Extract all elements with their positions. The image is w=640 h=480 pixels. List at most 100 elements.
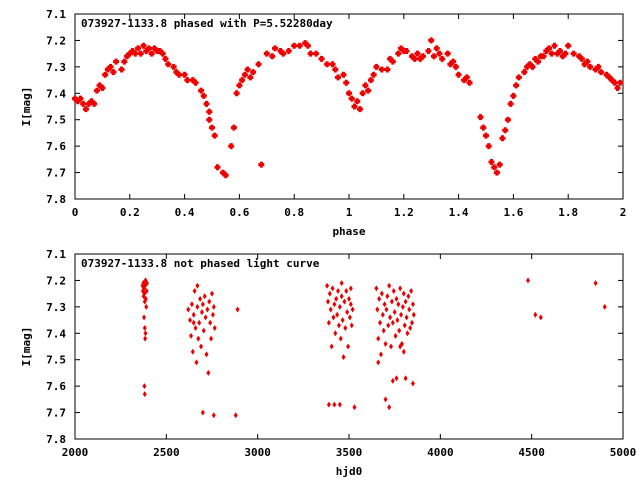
data-point: [348, 285, 353, 292]
y-tick-label: 7.3: [46, 61, 66, 74]
data-point: [499, 135, 506, 142]
data-point: [236, 82, 243, 89]
data-point: [381, 327, 386, 334]
data-point: [181, 71, 188, 78]
data-point: [565, 42, 572, 49]
data-point: [296, 42, 303, 49]
data-point: [376, 335, 381, 342]
data-point: [329, 61, 336, 68]
data-point: [463, 74, 470, 81]
data-point: [391, 288, 396, 294]
data-point: [93, 87, 100, 94]
data-point: [362, 82, 369, 89]
data-point: [410, 319, 415, 326]
data-point: [389, 298, 394, 305]
data-point: [99, 85, 106, 91]
data-point: [409, 288, 414, 294]
data-point: [132, 50, 139, 57]
data-point: [142, 383, 147, 390]
data-point: [395, 317, 400, 324]
data-point: [480, 124, 487, 131]
x-tick-label: 1.6: [503, 206, 523, 219]
x-tick-label: 0.4: [175, 206, 195, 219]
data-point: [399, 311, 404, 318]
data-point: [228, 143, 235, 150]
data-point: [207, 298, 212, 305]
data-point: [193, 325, 198, 331]
data-point: [340, 317, 345, 324]
data-point: [258, 161, 265, 168]
data-point: [198, 87, 205, 94]
chart-title: 073927-1133.8 not phased light curve: [81, 257, 320, 270]
data-point: [214, 164, 221, 171]
data-point: [614, 85, 621, 91]
data-point: [202, 293, 207, 300]
data-point: [194, 359, 199, 366]
x-tick-label: 2500: [153, 446, 180, 459]
data-point: [192, 288, 197, 294]
data-point: [159, 50, 166, 57]
data-point: [209, 335, 214, 342]
phased-light-curve-panel: 0 0.2 0.4 0.6 0.8 1 1.2 1.4 1.6 1.8 2 7.1 7.2 7.3 7.4 7…: [20, 8, 626, 238]
data-point: [504, 116, 511, 123]
data-point: [339, 293, 344, 300]
data-point: [425, 48, 432, 54]
plot-frame: [74, 13, 624, 200]
data-point: [379, 290, 384, 297]
data-point: [430, 53, 437, 60]
y-tick-label: 7.1: [46, 248, 66, 261]
data-point: [343, 79, 350, 86]
x-tick-label: 0.2: [120, 206, 140, 219]
data-point: [195, 303, 200, 310]
data-point: [337, 401, 342, 408]
data-point: [526, 277, 531, 284]
data-point: [488, 159, 495, 165]
data-point: [142, 314, 147, 321]
data-point: [200, 92, 207, 99]
x-tick-label: 0.6: [229, 206, 249, 219]
data-point: [344, 288, 349, 294]
data-point: [208, 319, 213, 326]
data-point: [144, 280, 149, 287]
data-point: [383, 340, 388, 347]
data-point: [200, 301, 205, 308]
data-point: [304, 42, 311, 49]
data-point: [405, 330, 410, 337]
data-point: [387, 282, 392, 289]
data-point: [611, 79, 618, 86]
data-point: [195, 282, 200, 289]
data-point: [570, 50, 577, 57]
data-point: [330, 285, 335, 292]
data-points: [140, 277, 607, 419]
y-tick-label: 7.4: [46, 87, 66, 100]
data-point: [222, 172, 229, 179]
data-point: [144, 288, 149, 294]
data-point: [197, 319, 202, 326]
data-point: [419, 53, 426, 60]
x-tick-label: 0.8: [284, 206, 304, 219]
x-axis-label: phase: [332, 225, 365, 238]
data-point: [165, 61, 172, 68]
data-point: [327, 290, 332, 297]
data-point: [307, 50, 314, 57]
chart-title: 073927-1133.8 phased with P=5.52280day: [81, 17, 333, 30]
data-point: [102, 71, 109, 78]
data-point: [496, 161, 503, 168]
data-point: [206, 116, 213, 123]
data-point: [186, 306, 191, 313]
data-point: [450, 58, 457, 65]
data-point: [235, 306, 240, 313]
data-point: [205, 306, 210, 313]
data-point: [135, 45, 142, 52]
data-point: [587, 63, 594, 70]
y-tick-label: 7.8: [46, 193, 66, 206]
data-point: [367, 77, 374, 84]
data-point: [414, 50, 421, 57]
data-point: [383, 396, 388, 403]
data-point: [406, 293, 411, 300]
data-point: [192, 79, 199, 86]
data-point: [491, 164, 498, 171]
data-point: [373, 63, 380, 70]
data-point: [190, 348, 195, 355]
